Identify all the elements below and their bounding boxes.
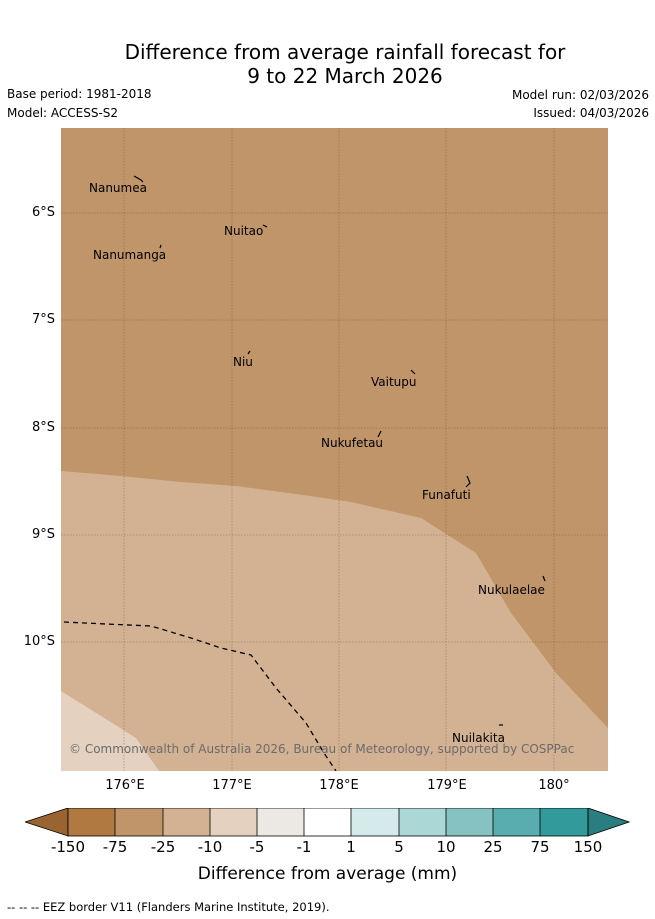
colorbar-tick-label: 10 [436, 838, 456, 856]
colorbar-tick-label: -75 [102, 838, 128, 856]
anomaly-zone-minus-5 [61, 691, 159, 771]
colorbar-bin-5 [257, 808, 304, 836]
rainfall-map[interactable] [61, 128, 608, 771]
title-line-1: Difference from average rainfall forecas… [124, 40, 566, 64]
colorbar-outline [67, 807, 589, 837]
colorbar-tick-label: -10 [197, 838, 223, 856]
colorbar-bin-11 [540, 808, 588, 836]
colorbar-tick-label: 75 [530, 838, 550, 856]
colorbar-graphic [23, 807, 631, 837]
place-label-niu: Niu [233, 355, 253, 369]
copyright-notice: © Commonwealth of Australia 2026, Bureau… [69, 742, 575, 756]
island-nuitao [262, 224, 268, 228]
lon-label-178e: 178°E [319, 778, 359, 793]
colorbar-bin-1 [68, 808, 115, 836]
place-label-nanumea: Nanumea [89, 181, 147, 195]
colorbar-tick-label: 1 [346, 838, 356, 856]
place-label-nuitao: Nuitao [224, 224, 264, 238]
colorbar-tick-label: -25 [150, 838, 176, 856]
colorbar-tick-label: 25 [483, 838, 503, 856]
colorbar-extend-low [23, 807, 69, 837]
colorbar-bin-7 [351, 808, 399, 836]
lat-label-7s: 7°S [31, 312, 55, 327]
issued-date: Issued: 04/03/2026 [533, 106, 649, 120]
colorbar-bin-2 [115, 808, 163, 836]
colorbar-bin-8 [399, 808, 446, 836]
lon-label-177e: 177°E [212, 778, 252, 793]
colorbar-frame [67, 807, 589, 837]
colorbar-tick-label: 5 [394, 838, 404, 856]
colorbar-tick-label: 150 [573, 838, 603, 856]
model-run-date: Model run: 02/03/2026 [511, 88, 649, 102]
colorbar-title: Difference from average (mm) [197, 864, 458, 884]
lon-label-180: 180° [538, 778, 570, 793]
colorbar-bin-6 [304, 808, 351, 836]
lat-label-6s: 6°S [31, 205, 55, 220]
island-nukufetau [377, 430, 382, 438]
colorbar-bin-9 [446, 808, 493, 836]
island-nukulaelae [542, 575, 546, 582]
place-label-vaitupu: Vaitupu [371, 375, 417, 389]
title-line-2: 9 to 22 March 2026 [247, 64, 443, 88]
lat-label-10s: 10°S [23, 634, 55, 649]
colorbar [23, 807, 631, 842]
base-period: Base period: 1981-2018 [7, 87, 152, 101]
island-nanumea [133, 175, 144, 183]
colorbar-tick-label: -150 [50, 838, 86, 856]
graticule [61, 128, 608, 771]
colorbar-bin-3 [163, 808, 210, 836]
eez-border [63, 621, 337, 771]
islands [133, 175, 546, 726]
colorbar-extend-high [587, 807, 631, 837]
colorbar-tick-label: -5 [249, 838, 265, 856]
place-label-nanumanga: Nanumanga [93, 248, 167, 262]
colorbar-tick-label: -1 [296, 838, 312, 856]
island-vaitupu [410, 369, 416, 375]
anomaly-zone-minus-10 [61, 471, 608, 771]
lat-label-8s: 8°S [31, 420, 55, 435]
lon-label-179e: 179°E [427, 778, 467, 793]
place-label-nuilakita: Nuilakita [452, 731, 505, 745]
eez-legend-note: -- -- -- EEZ border V11 (Flanders Marine… [7, 900, 330, 914]
lat-label-9s: 9°S [31, 527, 55, 542]
place-label-funafuti: Funafuti [422, 488, 471, 502]
island-nanumanga [159, 244, 162, 249]
colorbar-bin-10 [493, 808, 540, 836]
place-label-nukulaelae: Nukulaelae [478, 583, 545, 597]
island-niu [247, 350, 251, 355]
colorbar-bin-4 [210, 808, 257, 836]
map-canvas [61, 128, 608, 771]
map-title: Difference from average rainfall forecas… [0, 40, 655, 88]
island-funafuti [465, 475, 471, 488]
place-label-nukufetau: Nukufetau [321, 436, 384, 450]
model-name: Model: ACCESS-S2 [7, 106, 119, 120]
lon-label-176e: 176°E [105, 778, 145, 793]
